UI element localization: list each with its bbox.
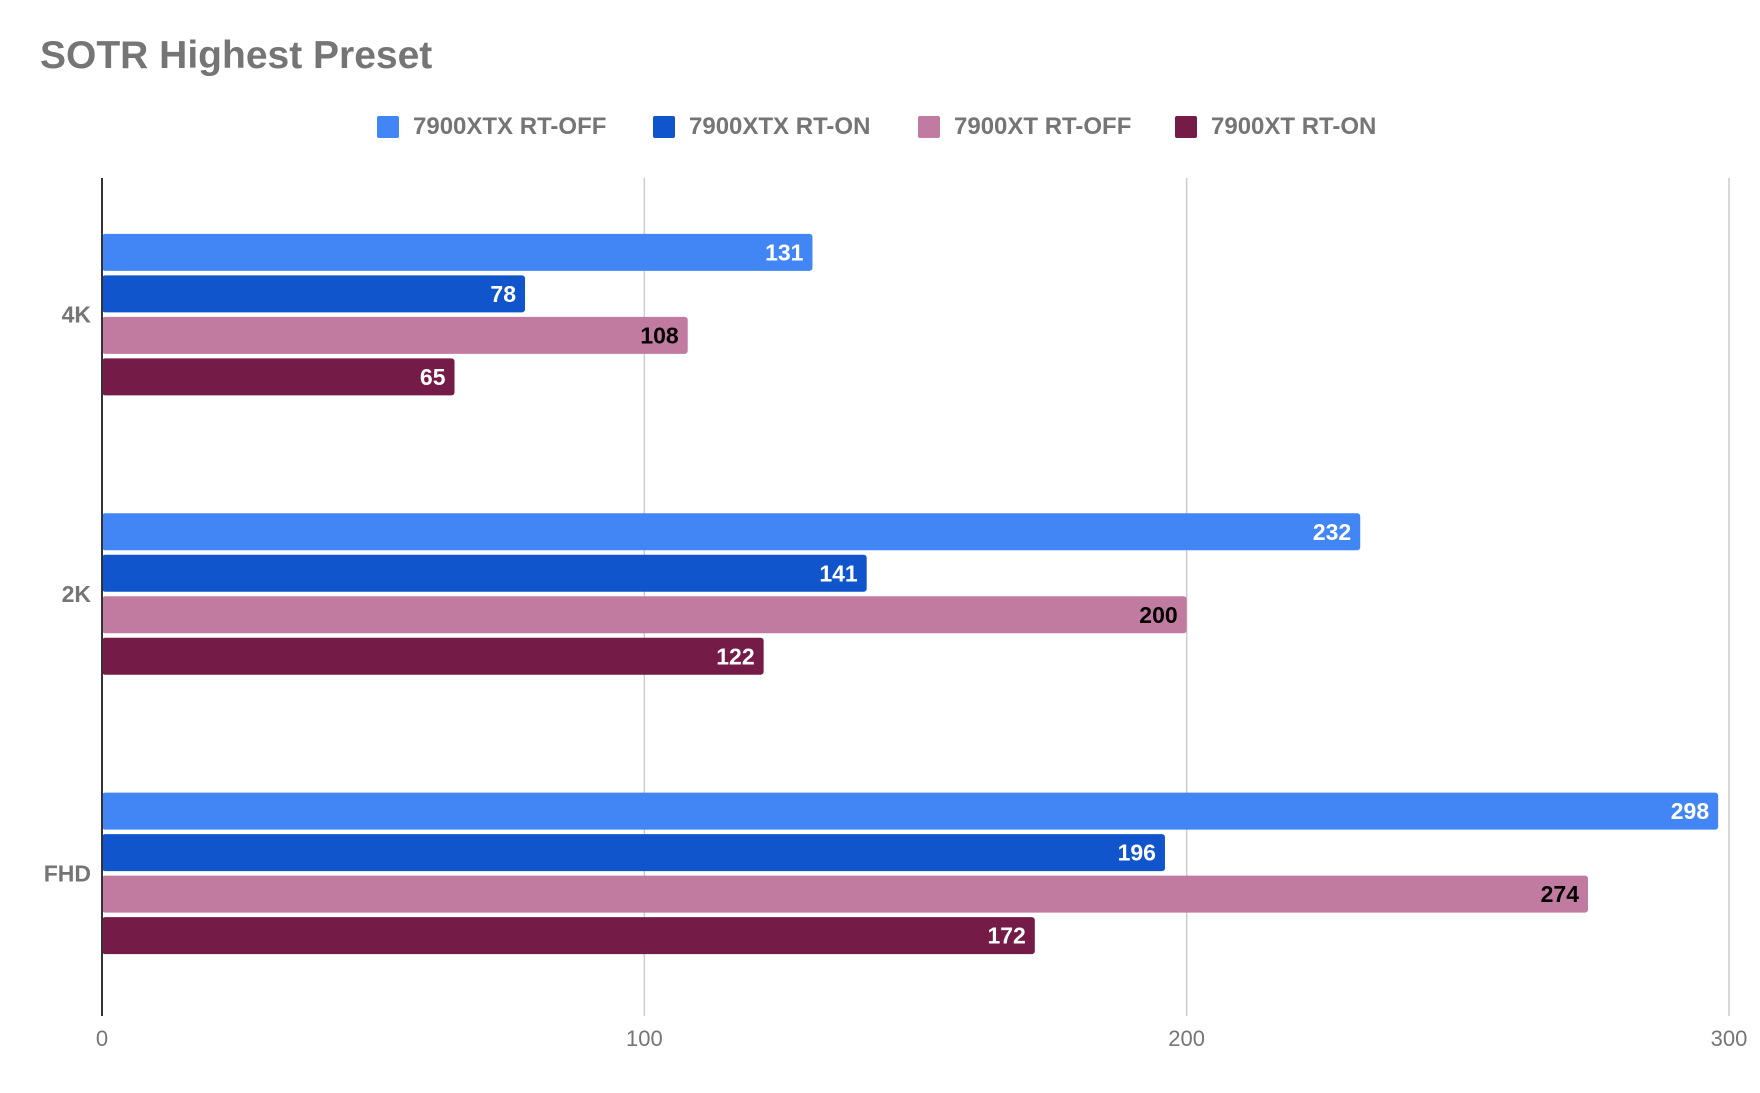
y-category-label-4k: 4K [62,302,92,328]
data-label-2k-series-2: 141 [819,560,858,586]
bar-2k-series-4 [102,638,764,675]
bar-chart-plot: 0 100 200 300 4K 131 78 108 65 2K 232 141 200 122 FHD 2… [0,0,1760,1093]
data-label-2k-series-3: 200 [1139,602,1177,628]
y-category-label-fhd: FHD [44,860,91,886]
bar-fhd-series-1 [102,793,1718,830]
data-label-2k-series-1: 232 [1313,519,1351,545]
bar-2k-series-1 [102,513,1360,550]
data-label-4k-series-1: 131 [765,239,804,265]
data-label-fhd-series-1: 298 [1671,798,1710,824]
bar-4k-series-3 [102,317,688,354]
data-label-4k-series-2: 78 [490,281,516,307]
bar-2k-series-3 [102,596,1187,633]
data-label-fhd-series-4: 172 [987,923,1025,949]
data-label-4k-series-3: 108 [640,322,679,348]
bar-4k-series-1 [102,234,812,271]
data-label-fhd-series-3: 274 [1541,881,1580,907]
bar-4k-series-2 [102,275,525,312]
data-label-4k-series-4: 65 [420,364,446,390]
x-tick-label-0: 0 [96,1026,108,1051]
bar-fhd-series-3 [102,876,1588,913]
x-tick-label-300: 300 [1711,1026,1748,1051]
data-label-2k-series-4: 122 [716,643,754,669]
bar-fhd-series-4 [102,917,1035,954]
x-tick-label-100: 100 [626,1026,663,1051]
bar-4k-series-4 [102,358,455,395]
bar-2k-series-2 [102,555,867,592]
x-tick-label-200: 200 [1168,1026,1205,1051]
y-category-label-2k: 2K [62,581,92,607]
data-label-fhd-series-2: 196 [1118,840,1156,866]
bar-fhd-series-2 [102,834,1165,871]
